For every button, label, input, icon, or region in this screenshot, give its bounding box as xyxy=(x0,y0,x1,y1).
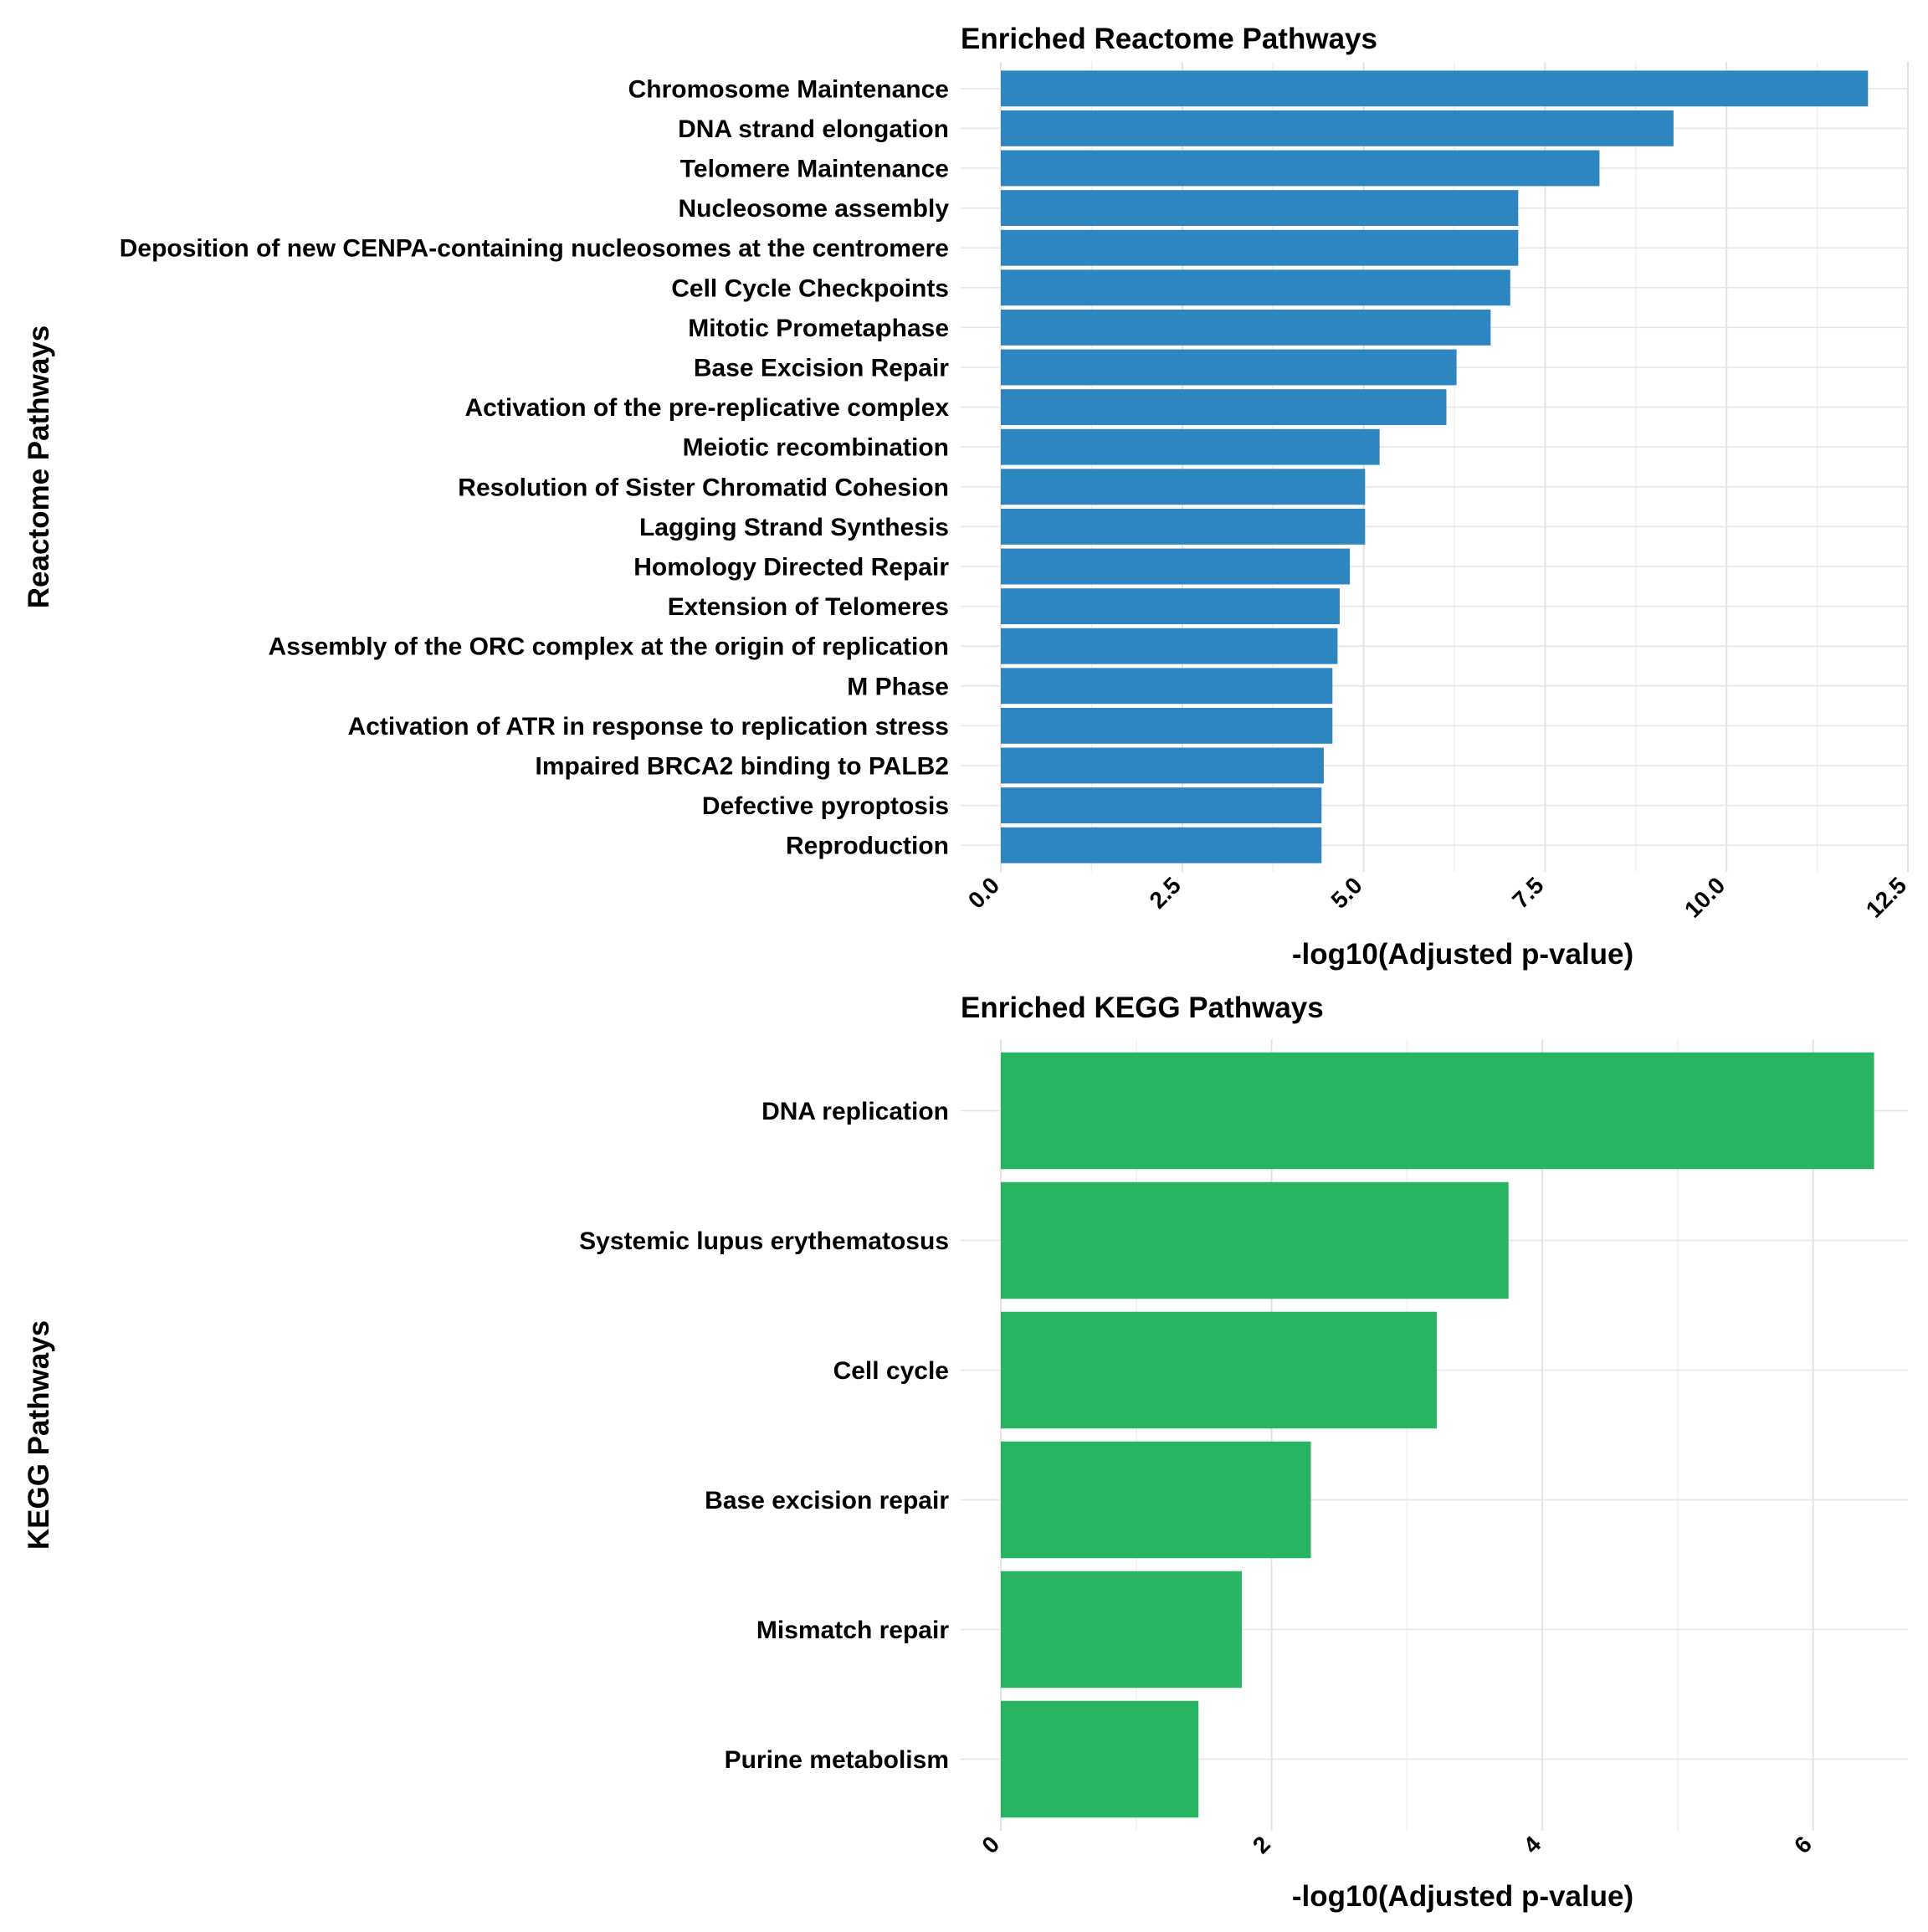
reactome-bar xyxy=(1001,469,1366,505)
reactome-bar xyxy=(1001,309,1491,346)
kegg-bar xyxy=(1001,1181,1509,1299)
kegg-x-axis-label: -log10(Adjusted p-value) xyxy=(1292,1880,1633,1913)
reactome-y-axis-label: Reactome Pathways xyxy=(23,325,55,608)
reactome-category-label: Base Excision Repair xyxy=(694,355,949,382)
reactome-bar xyxy=(1001,190,1519,227)
reactome-category-label: Reproduction xyxy=(786,833,949,860)
kegg-category-label: Mismatch repair xyxy=(756,1617,949,1644)
reactome-bar xyxy=(1001,428,1380,465)
kegg-x-tick-label: 2 xyxy=(1248,1831,1275,1858)
kegg-bar xyxy=(1001,1571,1242,1689)
kegg-x-tick-labels: 0 2 4 6 xyxy=(977,1831,1817,1858)
reactome-category-label: Impaired BRCA2 binding to PALB2 xyxy=(536,753,949,781)
kegg-bars xyxy=(1001,1052,1874,1818)
kegg-category-labels: DNA replication Systemic lupus erythemato… xyxy=(579,1098,949,1774)
kegg-chart-title: Enriched KEGG Pathways xyxy=(961,992,1324,1024)
reactome-category-label: Resolution of Sister Chromatid Cohesion xyxy=(458,474,949,501)
kegg-category-label: Base excision repair xyxy=(705,1487,949,1514)
reactome-category-label: Activation of the pre-replicative comple… xyxy=(465,394,950,422)
kegg-x-tick-label: 6 xyxy=(1789,1831,1817,1858)
reactome-bar xyxy=(1001,747,1324,784)
reactome-category-label: Nucleosome assembly xyxy=(679,195,950,223)
reactome-x-tick-label: 7.5 xyxy=(1507,872,1548,913)
kegg-x-tick-label: 4 xyxy=(1518,1831,1546,1858)
kegg-y-axis-label: KEGG Pathways xyxy=(23,1320,55,1550)
reactome-category-label: Extension of Telomeres xyxy=(668,593,949,621)
kegg-x-tick-label: 0 xyxy=(977,1831,1004,1858)
reactome-bar xyxy=(1001,707,1333,744)
reactome-category-label: Assembly of the ORC complex at the origi… xyxy=(269,633,949,661)
reactome-chart-title: Enriched Reactome Pathways xyxy=(961,23,1377,55)
reactome-bar xyxy=(1001,628,1338,664)
reactome-category-label: Chromosome Maintenance xyxy=(628,75,949,103)
reactome-category-label: DNA strand elongation xyxy=(678,115,949,143)
reactome-x-tick-label: 2.5 xyxy=(1145,872,1186,913)
kegg-category-label: DNA replication xyxy=(761,1098,949,1125)
reactome-bar xyxy=(1001,110,1674,146)
kegg-bar xyxy=(1001,1700,1199,1818)
reactome-category-label: Deposition of new CENPA-containing nucle… xyxy=(120,235,949,263)
reactome-bar xyxy=(1001,827,1322,864)
reactome-x-tick-label: 0.0 xyxy=(963,872,1004,913)
reactome-bar xyxy=(1001,269,1510,306)
reactome-bar xyxy=(1001,508,1366,545)
reactome-bar xyxy=(1001,70,1869,107)
reactome-bar xyxy=(1001,787,1322,824)
reactome-category-label: Meiotic recombination xyxy=(683,434,949,462)
kegg-category-label: Cell cycle xyxy=(833,1357,949,1385)
reactome-x-axis-label: -log10(Adjusted p-value) xyxy=(1292,938,1633,971)
reactome-bar xyxy=(1001,588,1340,625)
reactome-x-tick-labels: 0.0 2.5 5.0 7.5 10.0 12.5 xyxy=(963,872,1911,922)
reactome-category-label: Telomere Maintenance xyxy=(680,156,949,183)
reactome-category-label: Activation of ATR in response to replica… xyxy=(348,713,949,741)
reactome-category-labels: Chromosome Maintenance DNA strand elongat… xyxy=(120,75,950,859)
kegg-panel: DNA replication Systemic lupus erythemato… xyxy=(23,992,1908,1913)
kegg-bar xyxy=(1001,1311,1437,1429)
reactome-x-tick-label: 10.0 xyxy=(1679,872,1730,922)
reactome-bar xyxy=(1001,548,1351,585)
kegg-category-label: Systemic lupus erythematosus xyxy=(579,1227,949,1255)
kegg-bar xyxy=(1001,1441,1311,1559)
reactome-bar xyxy=(1001,389,1447,426)
reactome-category-label: Mitotic Prometaphase xyxy=(688,315,949,342)
reactome-bar xyxy=(1001,668,1333,705)
kegg-category-label: Purine metabolism xyxy=(725,1746,949,1774)
reactome-bars xyxy=(1001,70,1869,864)
kegg-bar xyxy=(1001,1052,1874,1170)
reactome-bar xyxy=(1001,349,1457,386)
reactome-panel: Chromosome Maintenance DNA strand elongat… xyxy=(23,23,1911,971)
reactome-category-label: Homology Directed Repair xyxy=(633,554,949,582)
reactome-x-tick-label: 5.0 xyxy=(1326,872,1367,913)
reactome-x-tick-label: 12.5 xyxy=(1861,872,1911,922)
reactome-category-label: Cell Cycle Checkpoints xyxy=(671,274,949,302)
reactome-category-label: Lagging Strand Synthesis xyxy=(639,514,949,541)
reactome-category-label: Defective pyroptosis xyxy=(702,792,949,820)
reactome-bar xyxy=(1001,150,1600,187)
reactome-category-label: M Phase xyxy=(847,673,949,700)
reactome-bar xyxy=(1001,229,1519,266)
